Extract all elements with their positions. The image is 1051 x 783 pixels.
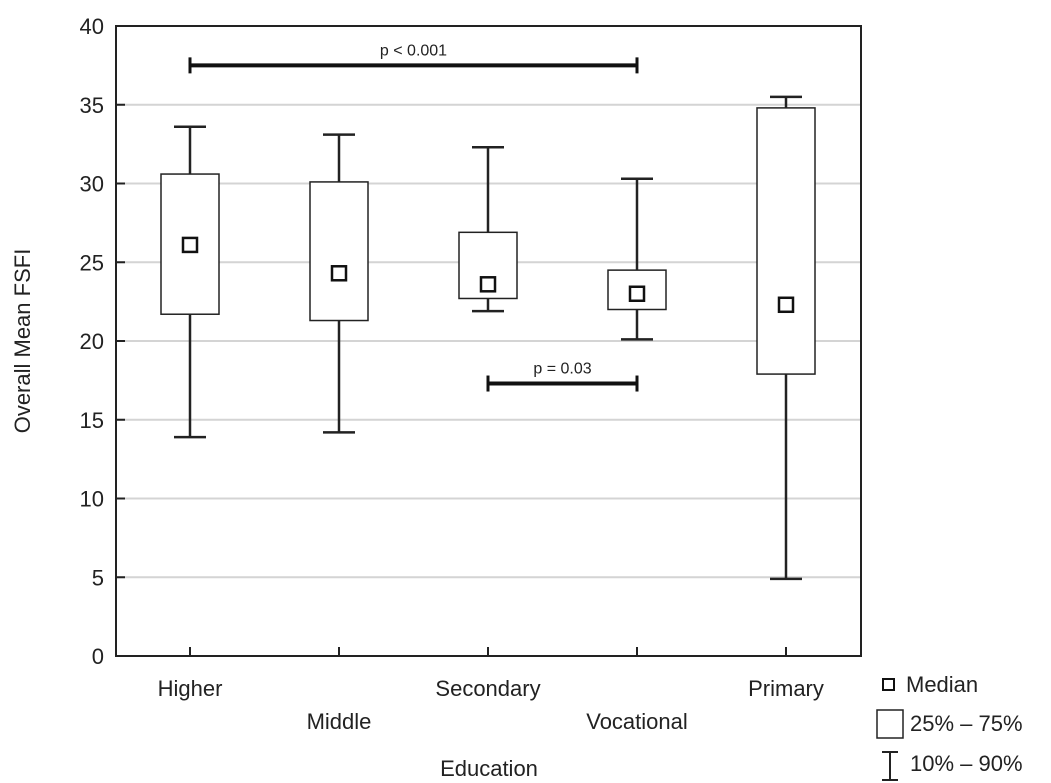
median-marker [479,276,497,293]
legend-box-label: 25% – 75% [910,711,1023,736]
x-category-label: Middle [307,709,372,734]
significance-bracket: p = 0.03 [486,361,639,392]
box-higher [160,125,220,439]
boxes [160,95,816,581]
x-axis: Higher Middle Secondary Vocational Primary [158,647,824,734]
box-primary [756,95,816,581]
y-tick-label: 35 [80,93,104,118]
y-tick-label: 5 [92,565,104,590]
x-category-label: Primary [748,676,824,701]
y-tick-label: 0 [92,644,104,669]
significance-annotations: p < 0.001 p = 0.03 [188,42,639,392]
y-tick-label: 15 [80,408,104,433]
median-marker [330,265,348,282]
legend-whisker-label: 10% – 90% [910,751,1023,776]
median-marker [628,285,646,302]
iqr-box [756,107,816,375]
y-tick-label: 30 [80,172,104,197]
legend-median-symbol [882,678,895,691]
p-value-label: p < 0.001 [380,42,447,59]
p-value-label: p = 0.03 [533,361,591,378]
significance-bracket: p < 0.001 [188,42,639,74]
y-tick-label: 10 [80,487,104,512]
y-tick-label: 25 [80,250,104,275]
x-category-label: Secondary [435,676,540,701]
legend-median-label: Median [906,672,978,697]
median-marker [181,236,199,254]
y-axis: 0 5 10 15 20 25 30 35 40 [80,14,125,669]
x-category-label: Higher [158,676,223,701]
x-category-label: Vocational [586,709,688,734]
median-marker [777,296,795,314]
legend-box-symbol [876,709,904,739]
y-tick-label: 20 [80,329,104,354]
legend: Median 25% – 75% 10% – 90% [876,672,1023,781]
y-tick-label: 40 [80,14,104,39]
y-axis-label: Overall Mean FSFI [10,249,35,434]
x-axis-label: Education [440,756,538,781]
box-middle [309,133,369,434]
box-secondary [458,146,518,313]
box-vocational [607,177,667,341]
iqr-box [309,181,369,322]
iqr-box [160,173,220,315]
